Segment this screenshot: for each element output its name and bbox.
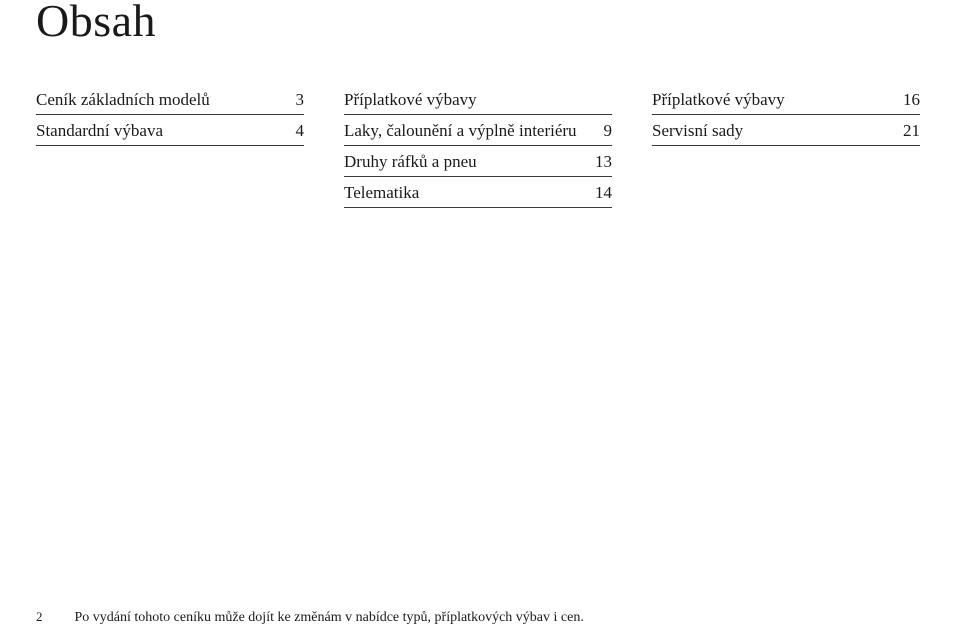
toc-label: Druhy ráfků a pneu: [344, 152, 585, 172]
footer-note: Po vydání tohoto ceníku může dojít ke zm…: [75, 610, 584, 626]
toc-row: Laky, čalounění a výplně interiéru 9: [344, 115, 612, 146]
toc-label: Standardní výbava: [36, 121, 286, 141]
toc-label: Servisní sady: [652, 121, 893, 141]
toc-row: Ceník základních modelů 3: [36, 84, 304, 115]
toc-page: 4: [286, 121, 305, 141]
toc-label: Příplatkové výbavy: [652, 90, 893, 110]
toc-row: Servisní sady 21: [652, 115, 920, 146]
toc-column: Příplatkové výbavy Laky, čalounění a výp…: [344, 84, 612, 208]
toc-page: 13: [585, 152, 612, 172]
toc-label: Laky, čalounění a výplně interiéru: [344, 121, 594, 141]
toc-label: Příplatkové výbavy: [344, 90, 602, 110]
toc-row: Druhy ráfků a pneu 13: [344, 146, 612, 177]
toc-page: 9: [594, 121, 613, 141]
toc-column: Příplatkové výbavy 16 Servisní sady 21: [652, 84, 920, 208]
toc-row: Příplatkové výbavy 16: [652, 84, 920, 115]
page-footer: 2 Po vydání tohoto ceníku může dojít ke …: [36, 609, 584, 626]
page-number: 2: [36, 609, 43, 625]
toc-label: Telematika: [344, 183, 585, 203]
toc-row: Telematika 14: [344, 177, 612, 208]
page-container: Obsah Ceník základních modelů 3 Standard…: [0, 0, 960, 644]
page-title: Obsah: [36, 0, 156, 47]
toc-column: Ceník základních modelů 3 Standardní výb…: [36, 84, 304, 208]
toc-row: Standardní výbava 4: [36, 115, 304, 146]
toc-page: 3: [286, 90, 305, 110]
toc-row: Příplatkové výbavy: [344, 84, 612, 115]
toc-page: 21: [893, 121, 920, 141]
toc-page: 14: [585, 183, 612, 203]
toc-page: 16: [893, 90, 920, 110]
toc-columns: Ceník základních modelů 3 Standardní výb…: [36, 84, 920, 208]
toc-label: Ceník základních modelů: [36, 90, 286, 110]
